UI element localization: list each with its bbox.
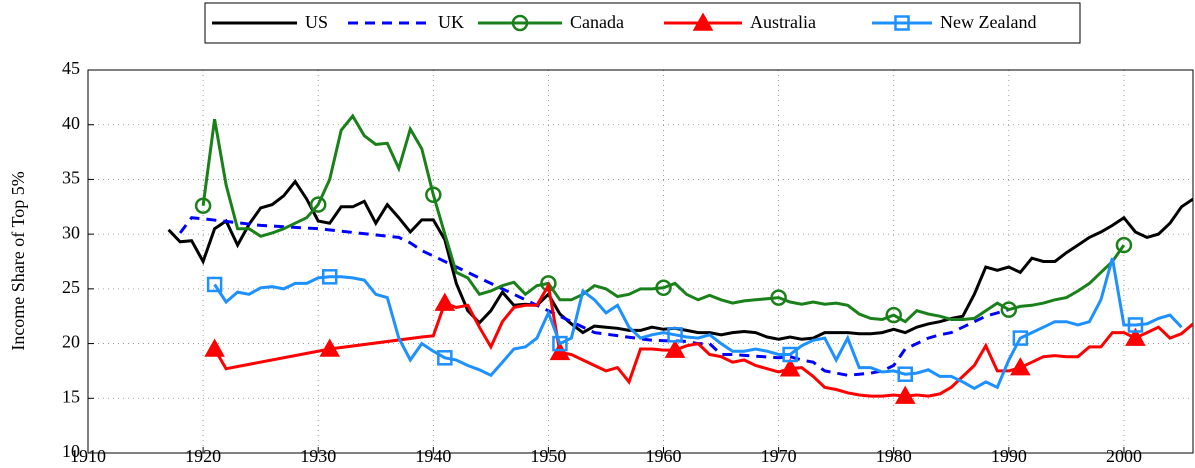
- marker: [664, 339, 686, 358]
- marker: [667, 327, 683, 343]
- marker: [1125, 327, 1146, 346]
- x-tick-label: 1930: [300, 446, 336, 466]
- y-axis-label: Income Share of Top 5%: [8, 171, 28, 350]
- x-tick-label: 1940: [415, 446, 451, 466]
- series-line: [167, 179, 1193, 341]
- marker: [552, 335, 568, 352]
- marker: [434, 292, 456, 311]
- y-tick-label: 15: [62, 386, 80, 406]
- marker: [437, 350, 453, 366]
- y-tick-label: 35: [62, 168, 80, 188]
- y-tick-label: 25: [62, 277, 80, 297]
- legend-label: New Zealand: [940, 12, 1036, 32]
- marker: [1010, 357, 1031, 376]
- y-tick-label: 40: [62, 113, 80, 133]
- marker: [885, 306, 902, 324]
- marker: [692, 12, 714, 31]
- marker: [1012, 330, 1029, 346]
- y-tick-label: 45: [62, 58, 80, 78]
- y-tick-label: 10: [62, 441, 80, 461]
- plot-frame: [87, 69, 1194, 454]
- legend-label: US: [305, 12, 328, 32]
- marker: [782, 346, 798, 363]
- marker: [425, 186, 442, 203]
- marker: [309, 196, 327, 213]
- marker: [897, 366, 913, 382]
- x-tick-label: 1910: [70, 446, 106, 466]
- legend-label: Canada: [570, 12, 624, 32]
- x-tick-label: 2000: [1106, 446, 1142, 466]
- marker: [770, 289, 787, 306]
- x-tick-label: 1950: [530, 446, 566, 466]
- marker: [206, 276, 223, 293]
- x-tick-label: 1990: [991, 446, 1027, 466]
- marker: [1115, 236, 1133, 254]
- y-tick-label: 30: [62, 222, 80, 242]
- marker: [549, 341, 571, 361]
- series-line: [178, 216, 1010, 377]
- marker: [779, 358, 801, 377]
- series-line: [201, 113, 1126, 324]
- x-tick-label: 1960: [646, 446, 682, 466]
- series-line: [213, 257, 1183, 391]
- marker: [894, 385, 916, 404]
- marker: [1127, 317, 1144, 333]
- marker: [321, 269, 338, 285]
- x-tick-label: 1920: [185, 446, 221, 466]
- marker: [319, 338, 341, 357]
- marker: [204, 338, 225, 357]
- x-tick-label: 1970: [761, 446, 797, 466]
- y-tick-label: 20: [62, 332, 80, 352]
- legend-label: UK: [438, 12, 464, 32]
- marker: [194, 197, 212, 214]
- x-tick-label: 1980: [876, 446, 912, 466]
- marker: [1000, 301, 1018, 318]
- marker: [894, 15, 910, 31]
- marker: [511, 14, 529, 32]
- marker: [655, 279, 672, 297]
- legend-label: Australia: [750, 12, 816, 32]
